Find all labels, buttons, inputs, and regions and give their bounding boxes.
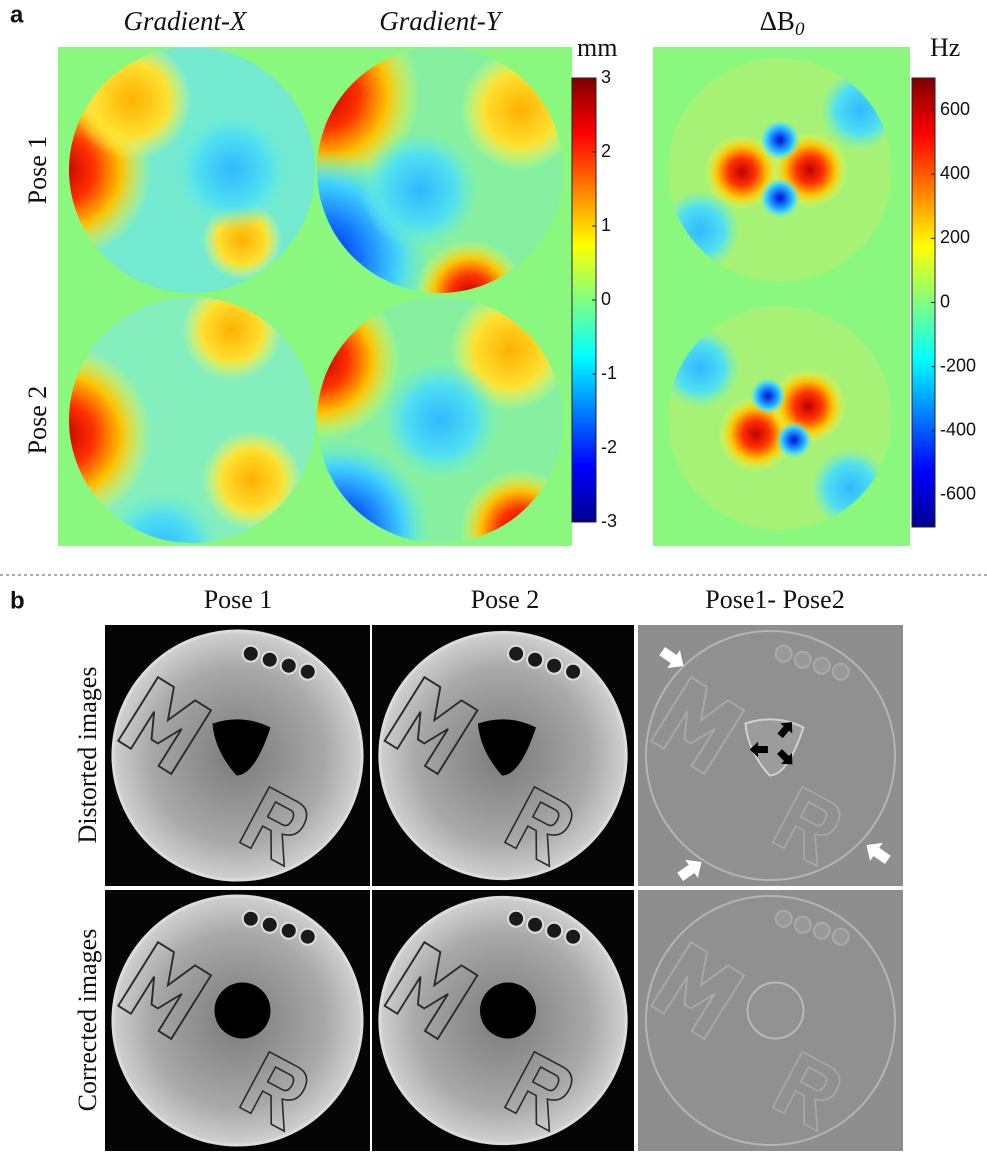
logo-dot <box>564 927 583 946</box>
field-blob <box>102 490 222 543</box>
row-label: Pose 2 <box>23 386 52 455</box>
logo-dot <box>793 650 812 669</box>
colorbar-tick-label: -2 <box>601 437 617 457</box>
column-title: Pose1- Pose2 <box>705 585 844 614</box>
colorbar-tick-label: 200 <box>940 227 970 247</box>
field-blob <box>69 345 152 525</box>
field-blob <box>760 120 800 160</box>
letter-outline <box>503 1050 573 1133</box>
row-label: Corrected images <box>73 929 102 1112</box>
letter-outline <box>771 1050 841 1133</box>
logo-dot <box>793 915 812 934</box>
mri-image <box>638 625 903 886</box>
white-arrow <box>677 859 702 881</box>
logo-dot <box>260 650 279 669</box>
field-map <box>668 306 892 530</box>
letter-outline <box>383 940 479 1041</box>
colorbar-tick-label: -400 <box>940 420 976 440</box>
mri-image <box>638 890 903 1151</box>
colorbar-tick-label: 0 <box>601 289 611 309</box>
field-blob <box>750 378 786 414</box>
logo-dot <box>241 644 260 663</box>
field-blob <box>704 134 780 210</box>
letter-outline <box>116 940 213 1041</box>
logo-dot <box>812 656 831 675</box>
column-title: Pose 1 <box>204 585 273 614</box>
logo-dot <box>564 662 583 681</box>
title-subscript: 0 <box>795 19 805 40</box>
logo-dot <box>774 644 793 663</box>
phantom-hole <box>478 719 536 776</box>
letter-outline <box>238 785 308 868</box>
logo-dot <box>507 909 526 928</box>
phantom-hole <box>214 982 271 1039</box>
mri-image <box>105 625 370 886</box>
logo-dot <box>774 909 793 928</box>
field-blob <box>415 240 525 293</box>
white-arrow <box>866 842 891 864</box>
column-title: Pose 2 <box>471 585 540 614</box>
phantom-hole <box>746 981 805 1040</box>
colorbar-tick-label: 0 <box>940 291 950 311</box>
colorbar-tick-label: 400 <box>940 163 970 183</box>
field-blob <box>760 178 800 218</box>
letter-outline <box>649 675 746 776</box>
colorbar-tick-label: -3 <box>601 511 617 531</box>
mri-image <box>105 890 370 1151</box>
logo-dot <box>526 915 545 934</box>
logo-dot <box>298 662 317 681</box>
colorbar-tick-label: 2 <box>601 141 611 161</box>
mri-image <box>372 625 634 886</box>
title-main: ΔB <box>760 6 795 36</box>
white-arrow <box>659 647 684 669</box>
field-blob <box>776 422 812 458</box>
letter-outline <box>503 785 573 868</box>
logo-dot <box>812 921 831 940</box>
field-blob <box>380 360 500 480</box>
column-title: Gradient-X <box>124 6 248 36</box>
black-arrow <box>777 749 793 765</box>
logo-dot <box>545 921 564 940</box>
logo-dot <box>831 662 850 681</box>
letter-outline <box>116 675 213 776</box>
row-label: Pose 1 <box>23 136 52 205</box>
logo-dot <box>279 656 298 675</box>
logo-dot <box>298 927 317 946</box>
letter-outline <box>238 1050 308 1133</box>
phantom-hole <box>480 982 536 1039</box>
row-label: Distorted images <box>73 667 102 844</box>
panel-label: b <box>10 587 25 614</box>
colorbar-unit: Hz <box>930 33 960 62</box>
colorbar-tick-label: -1 <box>601 363 617 383</box>
logo-dot <box>545 656 564 675</box>
field-blob <box>202 430 302 530</box>
colorbar-tick-label: 3 <box>601 67 611 87</box>
logo-dot <box>279 921 298 940</box>
field-map <box>69 47 315 293</box>
panel-label: a <box>10 1 24 28</box>
column-title: ΔB0 <box>760 6 805 40</box>
column-title: Gradient-Y <box>379 6 503 36</box>
letter-outline <box>771 785 841 868</box>
colorbar-tick-label: 1 <box>601 215 611 235</box>
colorbar-unit: mm <box>577 33 617 62</box>
colorbar-tick-label: 600 <box>940 99 970 119</box>
mri-image <box>372 890 634 1151</box>
field-blob <box>172 110 292 230</box>
black-arrow <box>749 741 768 758</box>
logo-dot <box>507 644 526 663</box>
logo-dot <box>526 650 545 669</box>
letter-outline <box>383 675 479 776</box>
field-blob <box>360 130 480 250</box>
logo-dot <box>260 915 279 934</box>
logo-dot <box>241 909 260 928</box>
field-map <box>668 58 892 282</box>
phantom-hole <box>212 719 271 776</box>
logo-dot <box>831 927 850 946</box>
colorbar-tick-label: -200 <box>940 355 976 375</box>
letter-outline <box>649 940 746 1041</box>
colorbar-tick-label: -600 <box>940 484 976 504</box>
black-arrow <box>777 721 793 739</box>
